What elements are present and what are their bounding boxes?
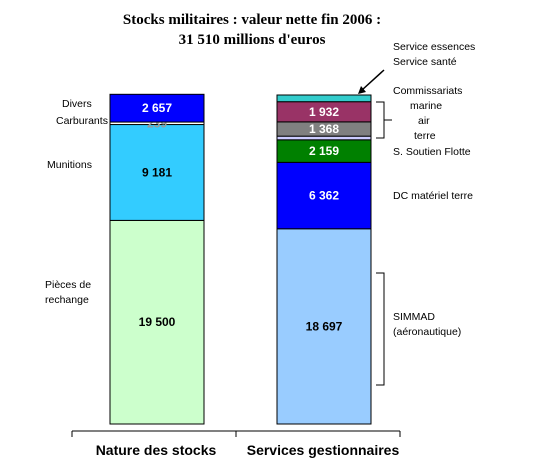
bar-value-label-1-0: 18 697: [306, 319, 343, 333]
right-label-simmad: SIMMAD: [393, 311, 435, 323]
bar-value-label-0-0: 19 500: [139, 315, 176, 329]
chart-title-line-1: Stocks militaires : valeur nette fin 200…: [123, 12, 381, 28]
right-label-marine: marine: [410, 100, 442, 112]
category-label-services: Services gestionnaires: [247, 442, 400, 458]
right-label-service-essences: Service essences: [393, 41, 475, 53]
left-label-rechange: rechange: [45, 294, 89, 306]
bar-value-label-0-1: 9 181: [142, 165, 172, 179]
bar-segment-1-3: [276, 135, 372, 141]
left-label-pieces: Pièces de: [45, 279, 91, 291]
arrow-head-icon: [358, 86, 366, 94]
chart-title-line-2: 31 510 millions d'euros: [179, 32, 326, 48]
arrow-line: [361, 69, 385, 91]
bar-segment-0-1: [109, 124, 205, 221]
bar-value-label-1-2: 2 159: [309, 144, 339, 158]
right-label-soutien-flotte: S. Soutien Flotte: [393, 146, 471, 158]
commissariats-bracket: [376, 101, 392, 139]
right-label-commissariats: Commissariats: [393, 85, 462, 97]
bar-segment-0-0: [109, 219, 205, 425]
bar-value-label-1-1: 6 362: [309, 189, 339, 203]
right-label-service-sante: Service santé: [393, 56, 457, 68]
category-label-nature: Nature des stocks: [96, 442, 217, 458]
bar-value-label-0-3: 2 657: [142, 101, 172, 115]
right-label-air: air: [418, 115, 430, 127]
bar-value-label-1-5: 1 932: [309, 105, 339, 119]
left-label-munitions: Munitions: [47, 159, 92, 171]
bar-segment-1-0: [276, 228, 372, 425]
bar-segment-1-6: [276, 94, 372, 103]
simmad-bracket: [376, 272, 385, 386]
left-label-carburants: Carburants: [56, 115, 108, 127]
left-label-divers: Divers: [62, 98, 92, 110]
right-label-terre: terre: [414, 130, 436, 142]
bar-segment-0-3: [109, 93, 205, 123]
bar-value-label-1-4: 1 368: [309, 122, 339, 136]
right-label-aeronautique: (aéronautique): [393, 326, 461, 338]
right-label-dc-materiel-terre: DC matériel terre: [393, 190, 473, 202]
